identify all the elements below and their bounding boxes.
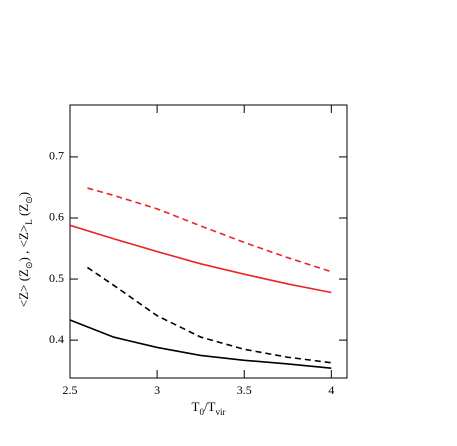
y-axis-label-part: (Z	[16, 204, 31, 220]
y-axis-label-part: ⊙	[24, 196, 34, 204]
x-tick-label: 4	[328, 383, 334, 397]
x-axis-label-part: T	[191, 399, 199, 414]
y-tick-label: 0.6	[49, 210, 64, 224]
x-tick-label: 3	[154, 383, 160, 397]
y-axis-label-part: )	[16, 192, 31, 196]
x-axis-label-part: 0	[199, 407, 204, 417]
x-axis-label-part: vir	[216, 407, 226, 417]
y-axis-label-part: <Z> (Z	[16, 269, 31, 307]
x-tick-label: 2.5	[63, 383, 78, 397]
y-axis-label-part: L	[24, 219, 34, 225]
y-tick-label: 0.5	[49, 271, 64, 285]
plot-frame	[69, 104, 348, 379]
series-line	[87, 187, 332, 273]
y-tick-label: 0.4	[49, 332, 64, 346]
y-axis-label-part: ) , <Z>	[16, 225, 31, 262]
x-axis-label: T0/Tvir	[191, 399, 225, 417]
y-axis-label-part: ⊙	[24, 261, 34, 269]
series-line	[86, 266, 332, 364]
x-tick-label: 3.5	[237, 383, 252, 397]
x-axis-label-part: /T	[204, 399, 216, 414]
series-line	[69, 224, 332, 294]
y-tick-label: 0.7	[49, 149, 64, 163]
y-axis-label: <Z> (Z⊙) , <Z>L (Z⊙)	[16, 192, 34, 307]
series-line	[69, 319, 332, 370]
